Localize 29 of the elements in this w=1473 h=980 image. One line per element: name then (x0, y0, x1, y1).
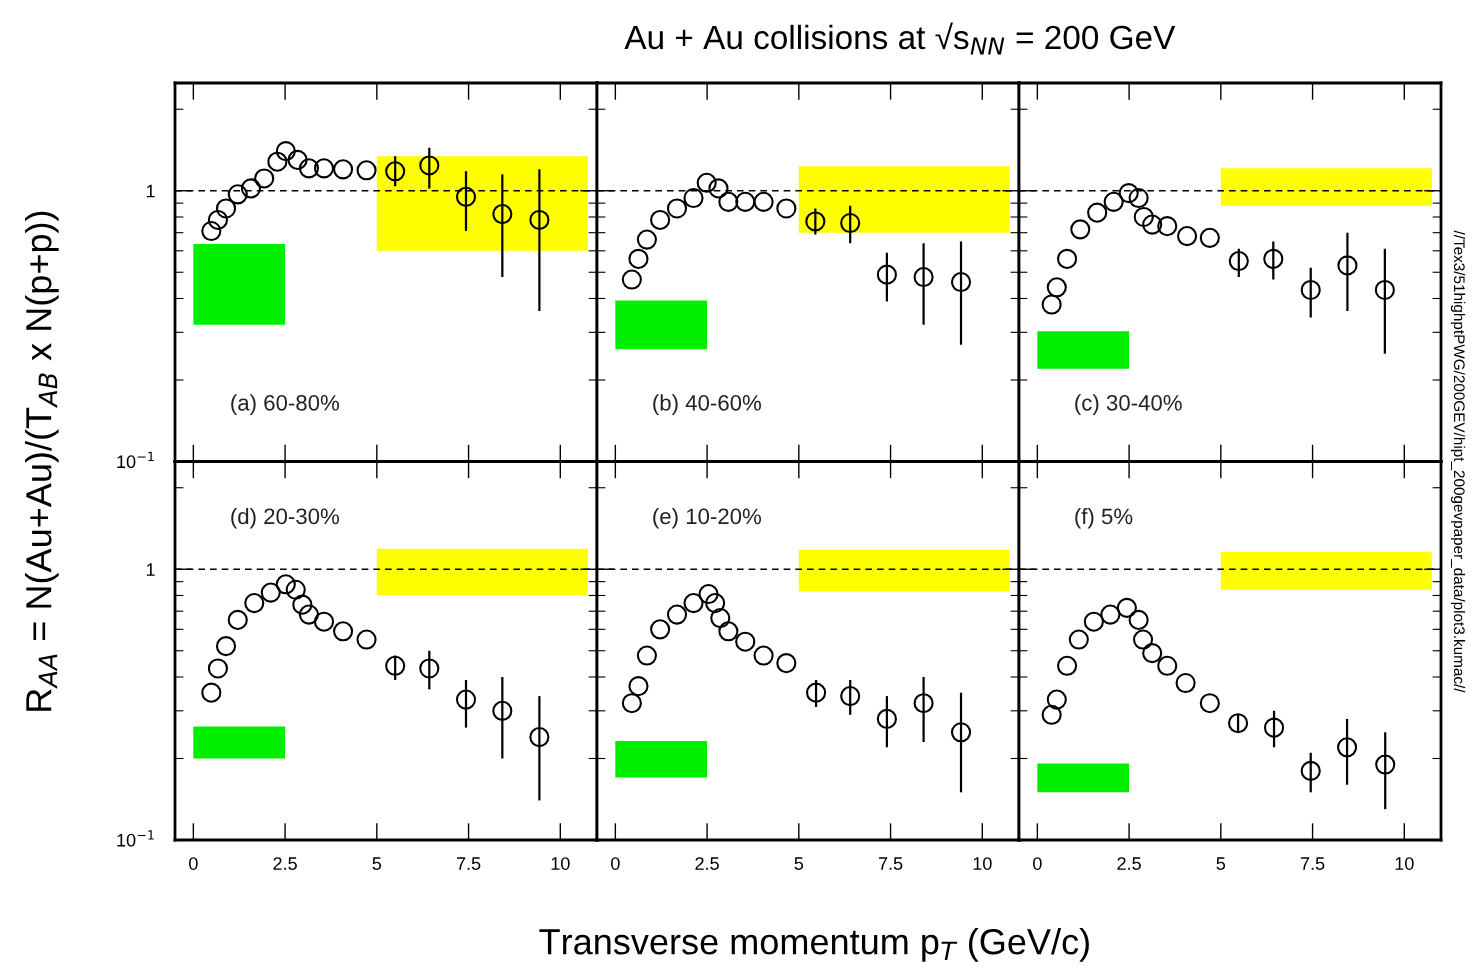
x-tick-label: 2.5 (273, 857, 297, 870)
x-tick-label: 5 (372, 857, 382, 870)
y-tick-label: 10$^{−1}$ (117, 451, 154, 469)
x-tick-label: 0 (189, 857, 198, 870)
annotation: (e) 10-20% (653, 507, 761, 529)
y-tick-label: 10$^{−1}$ (117, 830, 154, 847)
x-tick-label: 2.5 (695, 857, 719, 870)
x-tick-label: 10 (551, 857, 570, 870)
annotation: (d) 20-30% (231, 507, 339, 529)
y-axis-title: R$_{AA}$ = N(Au+Au)/(T$_{AB}$ x N(p+p)) (25, 211, 59, 711)
x-tick-label: 5 (794, 857, 804, 870)
x-axis-title: Transverse momentum p$_{T}$ (GeV/c) (539, 928, 1089, 962)
x-tick-label: 7.5 (1300, 857, 1325, 870)
chart-title: Au + Au collisions at √s$_{NN}$ = 200 GeV (624, 22, 1176, 55)
x-tick-label: 10 (1395, 857, 1414, 870)
x-tick-label: 2.5 (1117, 857, 1141, 870)
x-tick-label: 0 (1033, 857, 1042, 870)
annotation: (c) 30-40% (1075, 394, 1182, 416)
text: //Tex3/51highptPWG/200GEV/hipt_200gevpaper_data/plot3.kumac// (1450, 230, 1466, 693)
y-tick-label: 1 (146, 563, 155, 576)
x-tick-label: 7.5 (456, 857, 481, 870)
x-tick-label: 10 (973, 857, 992, 870)
x-tick-label: 5 (1216, 857, 1226, 870)
x-tick-label: 0 (611, 857, 620, 870)
x-tick-label: 7.5 (878, 857, 903, 870)
annotation: (b) 40-60% (653, 394, 761, 416)
annotation: (f) 5% (1075, 507, 1133, 529)
y-tick-label: 1 (146, 184, 155, 198)
annotation: (a) 60-80% (231, 394, 339, 416)
